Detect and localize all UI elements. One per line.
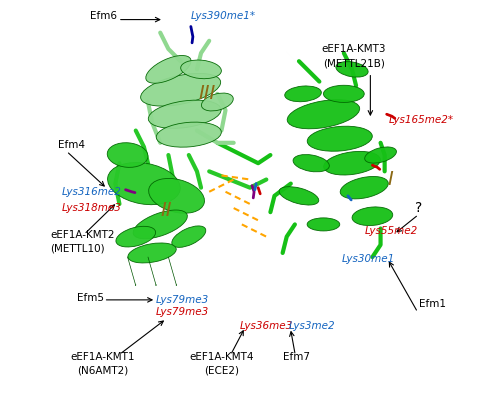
Text: Lys30me1: Lys30me1 — [342, 254, 395, 264]
Ellipse shape — [140, 73, 220, 106]
Text: Lys316me2: Lys316me2 — [62, 187, 122, 197]
Ellipse shape — [116, 226, 156, 247]
Text: (N6AMT2): (N6AMT2) — [78, 366, 128, 375]
Ellipse shape — [146, 55, 191, 83]
Text: Efm7: Efm7 — [284, 352, 310, 362]
Ellipse shape — [148, 178, 204, 213]
Ellipse shape — [133, 210, 188, 239]
Text: Efm6: Efm6 — [90, 11, 117, 20]
Ellipse shape — [180, 60, 222, 79]
Ellipse shape — [108, 162, 180, 205]
Ellipse shape — [279, 187, 319, 205]
Text: Lys390me1*: Lys390me1* — [191, 11, 256, 20]
Ellipse shape — [202, 93, 234, 111]
Text: eEF1A-KMT2: eEF1A-KMT2 — [50, 230, 114, 239]
Ellipse shape — [364, 147, 396, 163]
Ellipse shape — [107, 143, 148, 167]
Text: Lys3me2: Lys3me2 — [289, 322, 336, 331]
Text: Efm1: Efm1 — [420, 299, 446, 309]
Ellipse shape — [148, 100, 221, 129]
Text: (METTL21B): (METTL21B) — [323, 58, 385, 68]
Text: Lys79me3: Lys79me3 — [156, 295, 210, 305]
Text: III: III — [198, 84, 216, 103]
Ellipse shape — [172, 226, 206, 247]
Ellipse shape — [307, 218, 340, 231]
Ellipse shape — [352, 207, 393, 226]
Text: (ECE2): (ECE2) — [204, 366, 239, 375]
Ellipse shape — [307, 126, 372, 151]
Ellipse shape — [336, 62, 368, 77]
Text: eEF1A-KMT4: eEF1A-KMT4 — [189, 352, 254, 362]
Ellipse shape — [156, 122, 222, 147]
Text: Lys318me3: Lys318me3 — [62, 203, 122, 213]
Text: Lys55me2: Lys55me2 — [364, 226, 418, 235]
Text: Lys79me3: Lys79me3 — [156, 307, 210, 317]
Ellipse shape — [287, 100, 360, 129]
Text: Efm5: Efm5 — [76, 293, 104, 303]
Ellipse shape — [324, 151, 380, 175]
Text: II: II — [160, 201, 172, 220]
Text: Lys36me3: Lys36me3 — [240, 322, 293, 331]
Text: eEF1A-KMT1: eEF1A-KMT1 — [71, 352, 136, 362]
Text: Lys165me2*: Lys165me2* — [388, 115, 454, 125]
Ellipse shape — [284, 86, 322, 102]
Ellipse shape — [340, 177, 388, 199]
Ellipse shape — [324, 85, 364, 102]
Text: I: I — [388, 170, 394, 189]
Text: (METTL10): (METTL10) — [50, 243, 104, 253]
Text: eEF1A-KMT3: eEF1A-KMT3 — [322, 44, 386, 54]
Text: Efm4: Efm4 — [58, 140, 85, 150]
Text: ?: ? — [415, 201, 422, 215]
Ellipse shape — [293, 155, 330, 172]
Ellipse shape — [128, 243, 176, 263]
